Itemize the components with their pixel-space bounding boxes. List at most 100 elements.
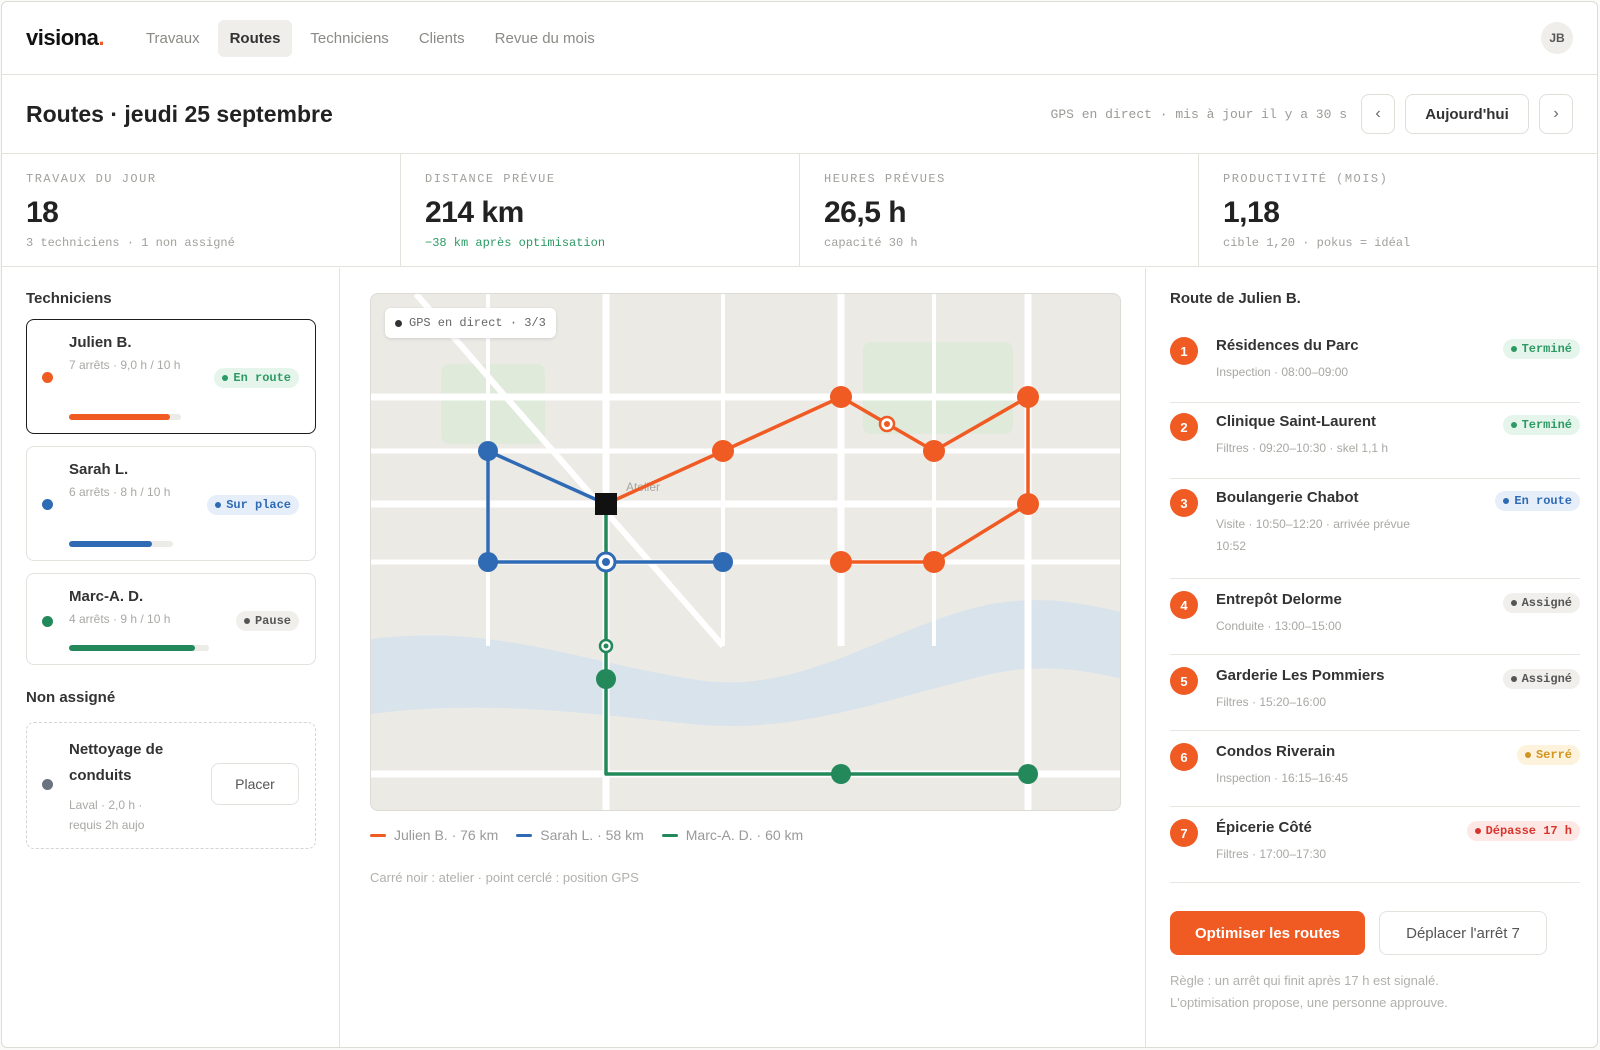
stat-sub: cible 1,20 · pokus = idéal <box>1223 236 1411 250</box>
unassigned-job-card[interactable]: Nettoyage de conduits Laval · 2,0 h · re… <box>26 722 316 849</box>
route-map[interactable]: Atelier <box>370 293 1121 811</box>
technician-meta: 7 arrêts · 9,0 h / 10 h <box>69 358 181 372</box>
stop-item[interactable]: 6 Condos Riverain Inspection · 16:15–16:… <box>1170 731 1580 807</box>
stop-item[interactable]: 4 Entrepôt Delorme Conduite · 13:00–15:0… <box>1170 579 1580 655</box>
map-canvas: Atelier <box>371 294 1120 810</box>
route-stop-marker[interactable] <box>1017 493 1039 515</box>
status-badge: Terminé <box>1502 415 1580 435</box>
legend-item-sarah: Sarah L. · 58 km <box>516 827 644 843</box>
stop-name: Condos Riverain <box>1216 743 1336 760</box>
legend-item-marc: Marc-A. D. · 60 km <box>661 827 803 843</box>
legend-swatch <box>661 833 678 837</box>
stop-meta: Visite · 10:50–12:20 · arrivée prévue 10… <box>1216 517 1410 553</box>
technician-card-marc[interactable]: Marc-A. D. 4 arrêts · 9 h / 10 h Pause <box>26 573 316 665</box>
route-title: Route de Julien B. <box>1170 290 1301 307</box>
technician-name: Sarah L. <box>69 461 129 478</box>
technician-name: Julien B. <box>69 334 132 351</box>
gps-status-text: GPS en direct · mis à jour il y a 30 s <box>1050 106 1347 122</box>
route-stop-marker[interactable] <box>923 551 945 573</box>
stop-item[interactable]: 3 Boulangerie Chabot Visite · 10:50–12:2… <box>1170 479 1580 579</box>
status-badge: En route <box>1495 491 1580 511</box>
status-badge: En route <box>214 368 299 388</box>
stat-productivite: PRODUCTIVITÉ (MOIS) 1,18 cible 1,20 · po… <box>1199 154 1597 266</box>
optimize-routes-button[interactable]: Optimiser les routes <box>1170 911 1365 955</box>
stop-item[interactable]: 2 Clinique Saint-Laurent Filtres · 09:20… <box>1170 403 1580 479</box>
route-stop-marker[interactable] <box>1017 386 1039 408</box>
place-button[interactable]: Placer <box>211 763 299 805</box>
date-controls: GPS en direct · mis à jour il y a 30 s ‹… <box>1051 94 1573 134</box>
route-stop-marker[interactable] <box>713 552 733 572</box>
legend-swatch <box>516 833 533 837</box>
stop-name: Garderie Les Pommiers <box>1216 667 1385 684</box>
nav-item-travaux[interactable]: Travaux <box>145 29 200 47</box>
route-stop-marker[interactable] <box>712 440 734 462</box>
stat-label: DISTANCE PRÉVUE <box>425 172 556 186</box>
stop-number: 1 <box>1170 337 1198 365</box>
status-badge: Pause <box>235 611 299 631</box>
route-stop-marker[interactable] <box>830 551 852 573</box>
stat-sub: capacité 30 h <box>824 236 918 250</box>
load-bar <box>69 645 209 651</box>
route-stop-marker[interactable] <box>830 386 852 408</box>
stop-name: Clinique Saint-Laurent <box>1216 413 1377 430</box>
stop-meta: Filtres · 17:00–17:30 <box>1216 847 1327 861</box>
next-day-button[interactable]: › <box>1539 94 1573 134</box>
stop-number: 2 <box>1170 413 1198 441</box>
stop-number: 6 <box>1170 743 1198 771</box>
status-badge: Sur place <box>207 495 299 515</box>
nav-item-techniciens[interactable]: Techniciens <box>310 29 389 47</box>
technician-card-julien[interactable]: Julien B. 7 arrêts · 9,0 h / 10 h En rou… <box>26 319 316 434</box>
stop-name: Résidences du Parc <box>1216 337 1359 354</box>
stop-number: 3 <box>1170 489 1198 517</box>
status-badge: Serré <box>1516 745 1580 765</box>
gps-position-dot <box>602 558 610 566</box>
top-nav: visiona. Travaux Routes Techniciens Clie… <box>2 2 1597 75</box>
route-stop-marker[interactable] <box>923 440 945 462</box>
technician-color-dot <box>42 499 53 510</box>
status-badge: Assigné <box>1502 593 1580 613</box>
chevron-left-icon: ‹ <box>1375 105 1381 122</box>
route-stop-marker[interactable] <box>1018 764 1038 784</box>
route-actions: Optimiser les routes Déplacer l'arrêt 7 <box>1170 911 1547 955</box>
stop-name: Boulangerie Chabot <box>1216 489 1359 506</box>
user-avatar[interactable]: JB <box>1541 22 1573 54</box>
route-stop-marker[interactable] <box>596 669 616 689</box>
stop-meta: Conduite · 13:00–15:00 <box>1216 619 1342 633</box>
logo[interactable]: visiona. <box>26 25 104 50</box>
stop-number: 7 <box>1170 819 1198 847</box>
status-badge: Assigné <box>1502 669 1580 689</box>
load-bar <box>69 541 173 547</box>
stop-item[interactable]: 1 Résidences du Parc Inspection · 08:00–… <box>1170 327 1580 403</box>
stop-item[interactable]: 5 Garderie Les Pommiers Filtres · 15:20–… <box>1170 655 1580 731</box>
gps-position-dot <box>884 421 890 427</box>
stat-value: 1,18 <box>1223 196 1280 229</box>
technician-color-dot <box>42 372 53 383</box>
technician-meta: 6 arrêts · 8 h / 10 h <box>69 485 171 499</box>
nav-item-routes[interactable]: Routes <box>217 19 293 57</box>
park-area <box>441 364 545 444</box>
stat-value: 214 km <box>425 196 524 229</box>
stop-name: Épicerie Côté <box>1216 819 1312 836</box>
stop-item[interactable]: 7 Épicerie Côté Filtres · 17:00–17:30 Dé… <box>1170 807 1580 883</box>
job-color-dot <box>42 779 53 790</box>
stat-value: 26,5 h <box>824 196 907 229</box>
route-stop-marker[interactable] <box>478 552 498 572</box>
nav-item-clients[interactable]: Clients <box>418 29 465 47</box>
route-stop-marker[interactable] <box>831 764 851 784</box>
stop-meta: Filtres · 09:20–10:30 · skel 1,1 h <box>1216 441 1389 455</box>
depot-marker[interactable] <box>595 493 617 515</box>
unassigned-title: Non assigné <box>26 689 116 706</box>
stat-sub: −38 km après optimisation <box>425 236 606 250</box>
technician-card-sarah[interactable]: Sarah L. 6 arrêts · 8 h / 10 h Sur place <box>26 446 316 561</box>
load-bar <box>69 414 181 420</box>
previous-day-button[interactable]: ‹ <box>1361 94 1395 134</box>
nav-item-revue-du-mois[interactable]: Revue du mois <box>494 29 595 47</box>
technician-name: Marc-A. D. <box>69 588 144 605</box>
move-stop-button[interactable]: Déplacer l'arrêt 7 <box>1379 911 1547 955</box>
today-button[interactable]: Aujourd'hui <box>1405 94 1529 134</box>
route-stop-marker[interactable] <box>478 441 498 461</box>
legend-swatch <box>370 833 386 837</box>
map-legend: Julien B. · 76 km Sarah L. · 58 km Marc-… <box>370 827 803 843</box>
stop-name: Entrepôt Delorme <box>1216 591 1342 608</box>
stat-heures: HEURES PRÉVUES 26,5 h capacité 30 h <box>800 154 1199 266</box>
